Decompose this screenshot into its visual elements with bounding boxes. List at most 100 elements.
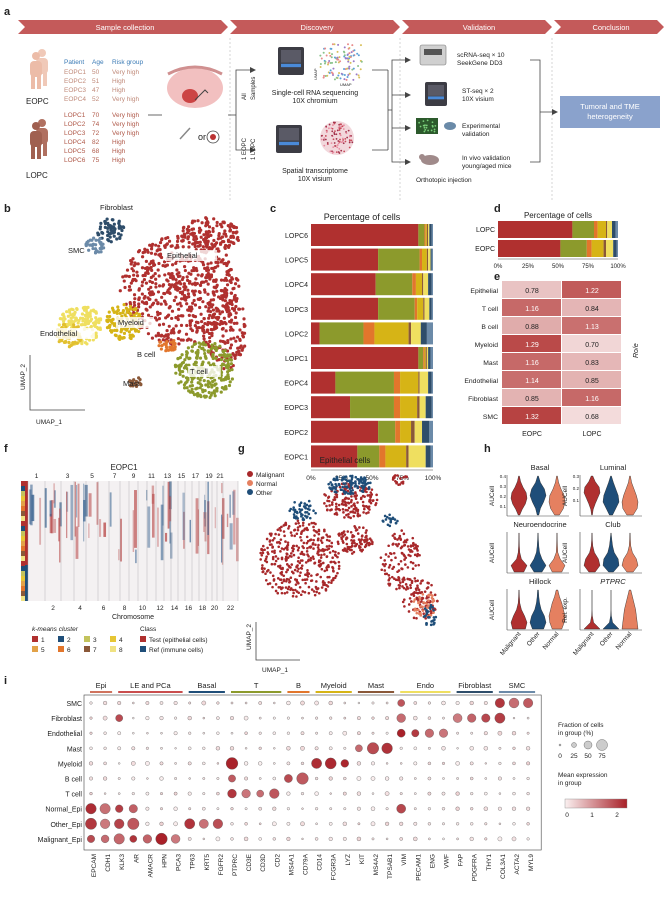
umap-point (148, 279, 152, 283)
umap-point (313, 593, 317, 597)
umap-point (346, 508, 349, 512)
umap-point (291, 594, 295, 598)
umap-point (229, 318, 234, 322)
umap-point (274, 555, 278, 558)
dotplot-dot (244, 731, 248, 735)
umap-point (268, 582, 272, 585)
dotplot-dot (272, 837, 276, 841)
dotplot-dot (272, 731, 276, 735)
umap-point (415, 596, 419, 600)
stage-arrow (554, 20, 664, 34)
umap-point (426, 615, 430, 619)
umap-point (360, 484, 363, 488)
umap-point (213, 325, 217, 329)
umap-point (292, 513, 296, 516)
dotplot-dot (469, 761, 474, 766)
umap-cluster-label: Mast (123, 379, 140, 388)
heatmap-cell (562, 371, 621, 388)
spatial-spot (322, 139, 325, 141)
dotplot-dot (498, 792, 502, 795)
umap-point (206, 266, 210, 270)
umap-point (432, 616, 436, 619)
umap-point (279, 529, 282, 532)
dotplot-dot (427, 822, 432, 826)
panel-letter-g: g (238, 443, 245, 455)
spatial-spot (342, 128, 345, 130)
umap-point (190, 380, 194, 384)
umap-point (299, 532, 303, 535)
umap-point (116, 232, 121, 236)
umap-label-box (38, 328, 95, 339)
umap-point (211, 362, 215, 366)
umap-point (415, 617, 418, 620)
dotplot-dot (315, 716, 319, 720)
umap-point (222, 363, 226, 367)
umap-point (337, 564, 341, 568)
dotplot-dot (301, 837, 304, 841)
umap-point (325, 555, 329, 559)
gene-label: COL3A1 (500, 854, 507, 879)
umap-point (164, 345, 169, 349)
violin-shape (621, 532, 639, 573)
gene-label: ACTA2 (514, 854, 521, 875)
dotplot-dot (230, 837, 234, 841)
val-label: validation (462, 131, 490, 138)
spatial-spot (336, 129, 339, 132)
umap-point (234, 311, 238, 315)
stacked-bar-segment (613, 240, 617, 257)
umap-point (215, 307, 219, 311)
umap-point (298, 585, 302, 589)
umap-xlabel: UMAP_1 (262, 667, 288, 674)
stacked-bar-segment (417, 297, 424, 320)
arrowhead (405, 125, 411, 131)
umap-point (185, 386, 189, 390)
bar-category: EOPC (475, 246, 495, 253)
stacked-bar-segment (414, 420, 423, 443)
dotplot-dot (273, 762, 276, 765)
umap-point (169, 244, 173, 248)
umap-point (122, 279, 126, 283)
umap-point (232, 308, 236, 312)
table-cell: Very high (112, 96, 139, 103)
umap-point (154, 243, 158, 247)
umap-point (295, 510, 299, 514)
umap-point (370, 488, 374, 491)
umap-point (400, 567, 403, 570)
umap-point (222, 354, 227, 359)
stacked-bar-segment (378, 248, 420, 271)
x-tick: 0% (306, 475, 316, 482)
dotplot-dot (188, 701, 192, 705)
dotplot-dot (286, 731, 290, 735)
umap-point (206, 349, 210, 353)
umap-point (418, 595, 421, 599)
umap-point (365, 529, 368, 532)
umap-point (384, 562, 387, 566)
dotplot-dot (399, 792, 403, 795)
umap-point (218, 322, 222, 327)
stacked-bar-segment (311, 224, 419, 246)
cnv-streak (160, 504, 164, 561)
umap-point (349, 489, 352, 493)
dotplot-dot (498, 761, 502, 765)
dotplot-dot (442, 777, 445, 780)
umap-cluster-label: T cell (190, 367, 208, 376)
umap-point (146, 332, 151, 336)
heatmap-value: 1.22 (585, 288, 599, 295)
dotplot-dot (456, 731, 459, 735)
dotplot-dot (526, 822, 530, 826)
stage-label: Sample collection (96, 23, 155, 32)
umap-point (215, 386, 219, 390)
umap-point (290, 534, 294, 537)
umap-point (186, 225, 191, 229)
umap-point (393, 577, 396, 581)
mini-umap-dot (337, 74, 340, 77)
umap-point (352, 534, 356, 538)
dotplot-dot (483, 701, 488, 705)
umap-point (298, 524, 302, 528)
legend-dot (571, 742, 577, 748)
umap-point (357, 482, 361, 485)
stacked-bar-segment (431, 371, 433, 394)
umap-point (293, 568, 297, 572)
umap-point (335, 484, 338, 488)
umap-point (157, 274, 161, 278)
